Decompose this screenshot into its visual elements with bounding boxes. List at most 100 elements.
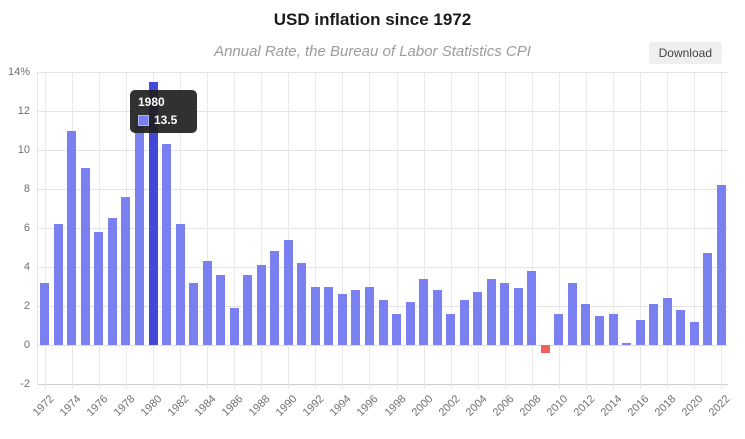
y-tick-label-2: 2	[23, 300, 30, 312]
bar-1977[interactable]	[107, 218, 117, 345]
bar-2014[interactable]	[608, 313, 618, 345]
bar-1983[interactable]	[189, 282, 199, 345]
x-tick-label-1972: 1972	[30, 393, 57, 419]
gridline-v-2018	[667, 72, 669, 389]
plot-area[interactable]	[37, 72, 728, 389]
bar-1990[interactable]	[283, 239, 293, 345]
bar-1980[interactable]	[148, 81, 158, 345]
bar-1981[interactable]	[162, 144, 172, 345]
bar-1992[interactable]	[310, 286, 320, 345]
gridline-v-1992	[315, 72, 317, 389]
bar-2016[interactable]	[635, 319, 645, 345]
x-tick-label-1986: 1986	[219, 393, 246, 419]
bar-1976[interactable]	[94, 231, 104, 345]
bar-2020[interactable]	[689, 321, 699, 345]
bar-2015[interactable]	[622, 343, 632, 345]
gridline-v-2004	[477, 72, 479, 389]
bar-1985[interactable]	[216, 274, 226, 345]
gridline-v-1988	[261, 72, 263, 389]
y-tick-label--2: -2	[20, 378, 30, 390]
gridline-h-14	[38, 72, 728, 73]
bar-1997[interactable]	[378, 300, 388, 345]
x-tick-label-2018: 2018	[652, 393, 679, 419]
download-button[interactable]: Download	[648, 42, 722, 64]
y-tick-label-12: 12	[17, 105, 30, 117]
x-tick-label-2014: 2014	[598, 393, 625, 419]
bar-2007[interactable]	[513, 288, 523, 345]
bar-2001[interactable]	[432, 290, 442, 345]
gridline-h-4	[38, 267, 728, 268]
x-tick-label-2004: 2004	[463, 393, 490, 419]
bar-2017[interactable]	[649, 304, 659, 345]
bar-2008[interactable]	[527, 270, 537, 345]
bar-1996[interactable]	[364, 286, 374, 345]
bar-1972[interactable]	[40, 282, 50, 345]
bar-1995[interactable]	[351, 290, 361, 345]
bar-2010[interactable]	[554, 313, 564, 345]
bar-1989[interactable]	[270, 251, 280, 345]
bar-1987[interactable]	[243, 274, 253, 345]
bar-1994[interactable]	[337, 294, 347, 345]
y-tick-label-8: 8	[23, 183, 30, 195]
gridline-v-1972	[44, 72, 46, 389]
bar-1975[interactable]	[80, 167, 90, 345]
x-tick-label-1996: 1996	[355, 393, 381, 419]
x-tick-label-1988: 1988	[246, 393, 273, 419]
bar-2003[interactable]	[459, 300, 469, 345]
gridline-v-2012	[585, 72, 587, 389]
bar-1991[interactable]	[297, 263, 307, 345]
bar-2009[interactable]	[540, 345, 550, 353]
bar-1988[interactable]	[256, 265, 266, 345]
bar-2002[interactable]	[446, 313, 456, 345]
x-tick-label-1976: 1976	[84, 393, 111, 419]
bar-2006[interactable]	[500, 282, 510, 345]
gridline-v-2014	[613, 72, 614, 389]
bar-1986[interactable]	[229, 307, 239, 345]
bar-1979[interactable]	[134, 124, 144, 345]
gridline-h-8	[38, 189, 728, 190]
bar-2000[interactable]	[419, 278, 429, 345]
gridline-v-1976	[98, 72, 100, 389]
y-tick-label-10: 10	[17, 144, 30, 156]
bar-2004[interactable]	[473, 292, 483, 345]
bar-1999[interactable]	[405, 302, 415, 345]
gridline-v-2002	[450, 72, 452, 389]
tooltip: 1980 13.5	[130, 90, 197, 133]
x-tick-label-1990: 1990	[273, 393, 300, 419]
x-tick-label-1984: 1984	[192, 393, 219, 419]
x-tick-label-2022: 2022	[706, 393, 733, 419]
bar-1982[interactable]	[175, 224, 185, 345]
bar-2019[interactable]	[676, 309, 686, 345]
bar-2005[interactable]	[486, 278, 496, 345]
bar-2018[interactable]	[662, 298, 672, 345]
bar-1993[interactable]	[324, 286, 334, 345]
y-tick-label-14: 14%	[7, 66, 30, 78]
x-tick-label-1992: 1992	[301, 393, 327, 419]
chart-title: USD inflation since 1972	[273, 10, 472, 29]
bar-2012[interactable]	[581, 304, 591, 345]
gridline-h-6	[38, 228, 728, 229]
gridline-v-2020	[694, 72, 696, 389]
bar-1984[interactable]	[202, 261, 212, 345]
bar-1998[interactable]	[392, 313, 402, 345]
gridline-v-2008	[531, 72, 533, 389]
gridline-v-1994	[342, 72, 344, 389]
bar-1978[interactable]	[121, 196, 131, 345]
x-tick-label-2006: 2006	[490, 393, 517, 419]
x-tick-label-1994: 1994	[328, 393, 354, 419]
gridline-v-2000	[423, 72, 425, 389]
x-tick-label-2000: 2000	[409, 393, 436, 419]
gridline-v-2006	[504, 72, 506, 389]
bar-1974[interactable]	[67, 130, 77, 345]
bar-2011[interactable]	[567, 282, 577, 345]
x-tick-label-2012: 2012	[571, 393, 598, 419]
bar-2022[interactable]	[716, 185, 726, 345]
gridline-v-2010	[558, 72, 560, 389]
gridline-h-10	[38, 150, 728, 151]
bar-1973[interactable]	[53, 224, 63, 345]
gridline-v-1984	[207, 72, 209, 389]
bar-2021[interactable]	[703, 253, 713, 345]
bar-2013[interactable]	[594, 315, 604, 345]
gridline-v-1998	[396, 72, 398, 389]
